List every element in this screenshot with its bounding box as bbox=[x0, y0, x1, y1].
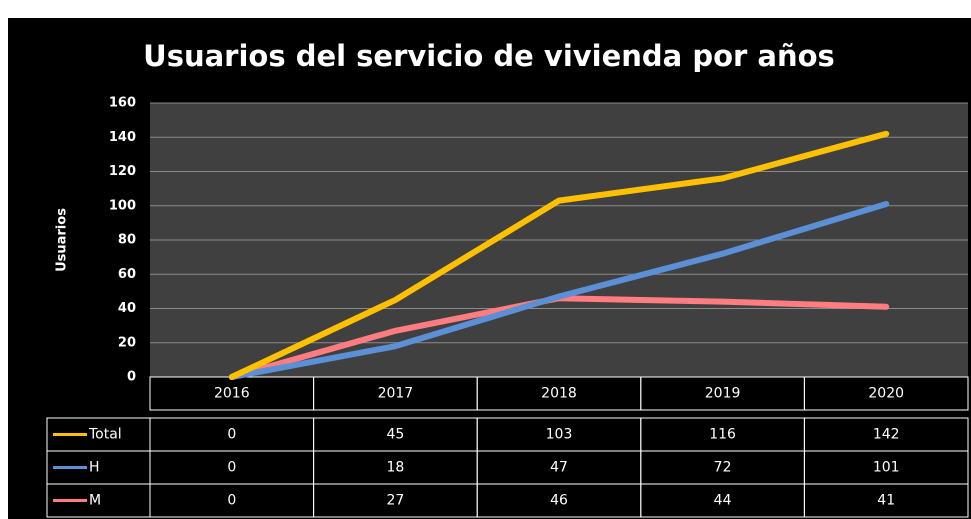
y-tick-label: 40 bbox=[118, 301, 136, 316]
data-label: 0 bbox=[227, 493, 236, 509]
x-tick-label: 2018 bbox=[541, 386, 577, 402]
data-label: 46 bbox=[550, 493, 568, 509]
legend-label: M bbox=[89, 493, 101, 509]
data-label: 0 bbox=[227, 427, 236, 443]
data-label: 72 bbox=[714, 460, 732, 476]
data-label: 103 bbox=[546, 427, 573, 443]
y-tick-label: 140 bbox=[109, 130, 136, 145]
x-tick-label: 2020 bbox=[868, 386, 904, 402]
data-label: 44 bbox=[714, 493, 732, 509]
data-label: 47 bbox=[550, 460, 568, 476]
table-cell bbox=[803, 483, 969, 518]
legend-label: Total bbox=[88, 427, 122, 443]
y-axis-label: Usuarios bbox=[55, 208, 70, 272]
y-tick-label: 20 bbox=[118, 335, 136, 350]
legend-label: H bbox=[89, 460, 100, 476]
y-tick-label: 80 bbox=[118, 233, 136, 248]
y-tick-label: 0 bbox=[127, 370, 136, 385]
line-series bbox=[228, 201, 890, 380]
data-label: 101 bbox=[873, 460, 900, 476]
y-tick-label: 60 bbox=[118, 267, 136, 282]
x-tick-label: 2016 bbox=[214, 386, 250, 402]
x-tick-label: 2017 bbox=[378, 386, 414, 402]
table-cell bbox=[803, 376, 969, 411]
data-label: 116 bbox=[709, 427, 736, 443]
data-label: 45 bbox=[386, 427, 404, 443]
y-tick-label: 100 bbox=[109, 198, 136, 213]
data-label: 0 bbox=[227, 460, 236, 476]
data-label: 18 bbox=[386, 460, 404, 476]
x-tick-label: 2019 bbox=[705, 386, 741, 402]
data-label: 27 bbox=[386, 493, 404, 509]
y-tick-label: 160 bbox=[109, 96, 136, 111]
chart-title: Usuarios del servicio de vivienda por añ… bbox=[143, 39, 835, 73]
data-label: 41 bbox=[877, 493, 895, 509]
data-label: 142 bbox=[873, 427, 900, 443]
line-series bbox=[228, 130, 890, 380]
y-tick-label: 120 bbox=[109, 164, 136, 179]
